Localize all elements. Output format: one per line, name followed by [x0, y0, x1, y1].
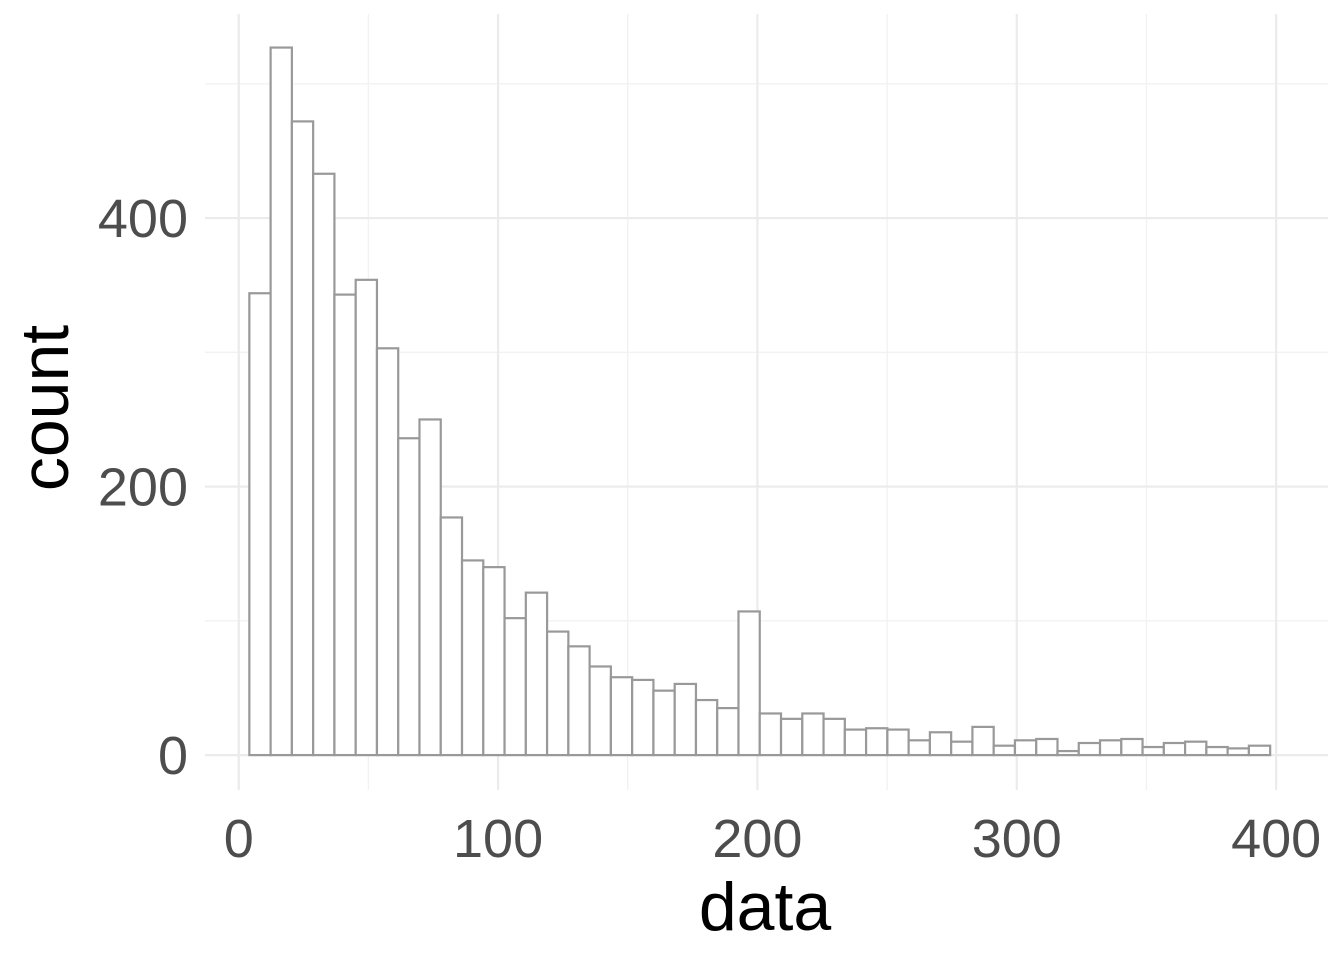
histogram-bar: [737, 610, 761, 757]
histogram-bar: [460, 559, 485, 757]
histogram-bar: [694, 698, 719, 757]
histogram-bar: [545, 630, 570, 757]
histogram-bar: [928, 731, 953, 757]
histogram-bar: [503, 617, 527, 757]
y-axis-tick-labels: 0 200 400: [98, 189, 188, 786]
y-axis-title: count: [7, 325, 83, 491]
histogram-bar: [588, 665, 612, 757]
histogram-bar: [971, 725, 995, 757]
x-tick-label: 0: [224, 809, 254, 869]
y-tick-label: 0: [158, 726, 188, 786]
histogram-bar: [907, 739, 931, 757]
x-tick-label: 200: [712, 809, 802, 869]
histogram-bar: [1226, 747, 1250, 757]
histogram-bar: [779, 717, 804, 757]
histogram-bar: [375, 347, 400, 757]
histogram-bar: [631, 678, 655, 757]
histogram-bar: [1183, 740, 1208, 757]
histogram-bar: [673, 682, 698, 757]
x-tick-label: 100: [453, 809, 543, 869]
histogram-bar: [524, 591, 549, 757]
histogram-bar: [290, 120, 315, 757]
x-axis-title: data: [699, 869, 832, 945]
histogram-bar: [1056, 749, 1080, 757]
histogram-bar: [269, 46, 293, 757]
histogram-bar: [1162, 741, 1187, 757]
y-tick-label: 400: [98, 189, 188, 249]
histogram-bar: [397, 437, 421, 757]
histogram-bar: [354, 278, 379, 757]
histogram-bar: [992, 744, 1017, 757]
histogram-bar: [652, 689, 676, 757]
histogram-bar: [482, 566, 506, 757]
histogram-bar: [1035, 737, 1059, 757]
histogram-bar: [609, 676, 634, 757]
histogram-bars: [248, 46, 1272, 757]
histogram-bar: [843, 728, 868, 757]
histogram-bar: [1141, 745, 1165, 757]
histogram-bar: [439, 516, 464, 757]
x-tick-label: 300: [972, 809, 1062, 869]
histogram-bar: [1205, 745, 1229, 757]
histogram-bar: [822, 717, 846, 757]
histogram-bar: [418, 418, 442, 757]
histogram-bar: [567, 645, 591, 757]
histogram-bar: [950, 740, 974, 757]
histogram-bar: [1077, 741, 1102, 757]
y-tick-label: 200: [98, 458, 188, 518]
histogram-bar: [312, 172, 336, 757]
x-axis-tick-labels: 0 100 200 300 400: [224, 809, 1321, 869]
histogram-bar: [801, 712, 825, 757]
histogram-bar: [1120, 737, 1144, 757]
histogram-bar: [1247, 744, 1272, 757]
histogram-bar: [248, 292, 272, 757]
histogram-bar: [886, 728, 910, 757]
histogram-bar: [1098, 739, 1123, 757]
x-tick-label: 400: [1231, 809, 1321, 869]
histogram-bar: [333, 293, 357, 757]
histogram-bar: [716, 707, 740, 757]
histogram-bar: [1013, 739, 1038, 757]
histogram-bar: [758, 712, 783, 757]
histogram-bar: [864, 727, 889, 757]
